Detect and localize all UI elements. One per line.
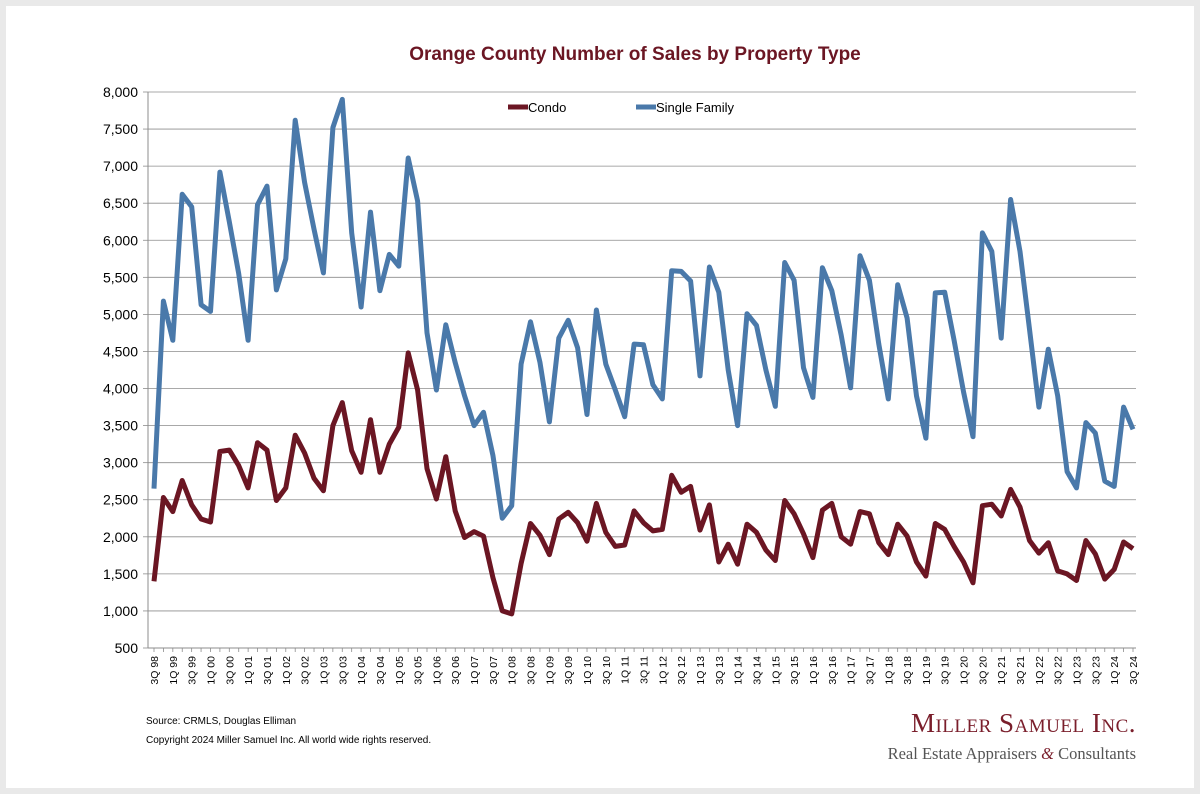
y-tick-label: 4,500 [103,343,138,359]
y-tick-label: 2,500 [103,492,138,508]
x-tick-label: 1Q 22 [1034,656,1046,685]
x-tick-label: 3Q 09 [563,656,575,685]
x-tick-label: 3Q 03 [337,656,349,685]
x-tick-label: 3Q 18 [902,656,914,685]
legend: Condo Single Family [508,100,735,115]
x-tick-label: 1Q 02 [281,656,293,685]
x-tick-label: 1Q 08 [507,656,519,685]
x-tick-label: 3Q 10 [601,656,613,685]
x-tick-label: 1Q 10 [582,656,594,685]
x-tick-label: 1Q 24 [1109,656,1121,685]
x-tick-label: 1Q 16 [808,656,820,685]
x-tick-label: 1Q 04 [356,656,368,685]
x-tick-label: 3Q 21 [1015,656,1027,685]
x-tick-label: 1Q 21 [996,656,1008,685]
x-tick-label: 3Q 16 [827,656,839,685]
copyright-note: Copyright 2024 Miller Samuel Inc. All wo… [146,735,432,746]
y-tick-label: 500 [115,640,139,656]
y-tick-label: 7,500 [103,121,138,137]
x-tick-label: 1Q 12 [657,656,669,685]
x-tick-label: 3Q 22 [1053,656,1065,685]
source-note: Source: CRMLS, Douglas Elliman [146,716,297,727]
x-tick-label: 1Q 23 [1072,656,1084,685]
x-tick-label: 1Q 14 [733,656,745,685]
x-tick-label: 3Q 98 [149,656,161,685]
x-tick-label: 1Q 99 [168,656,180,685]
x-tick-label: 3Q 00 [224,656,236,685]
company-logo-name: Miller Samuel Inc. [910,708,1136,738]
x-tick-label: 1Q 11 [620,656,632,684]
y-tick-label: 6,000 [103,232,138,248]
x-tick-label: 3Q 23 [1090,656,1102,685]
y-tick-label: 5,500 [103,269,138,285]
series-line-condo [151,350,1135,617]
legend-label-single-family: Single Family [656,100,735,115]
y-tick-label: 7,000 [103,158,138,174]
y-tick-label: 6,500 [103,195,138,211]
x-tick-label: 3Q 19 [940,656,952,685]
x-tick-label: 1Q 07 [469,656,481,685]
tagline-part: Consultants [1053,744,1136,763]
x-tick-label: 1Q 19 [921,656,933,685]
x-axis: 3Q 98 1Q 99 3Q 99 1Q 00 3Q 00 1Q 01 3Q 01 1Q 02… [148,647,1140,685]
x-tick-label: 3Q 15 [789,656,801,685]
x-tick-label: 3Q 11 [639,656,651,684]
series-line-single-family [151,96,1136,521]
x-tick-label: 3Q 05 [413,656,425,685]
y-tick-label: 8,000 [103,84,138,100]
tagline-ampersand: & [1041,744,1054,763]
y-tick-label: 3,000 [103,455,138,471]
chart-title: Orange County Number of Sales by Propert… [409,44,861,65]
x-tick-label: 3Q 02 [300,656,312,685]
x-tick-label: 1Q 03 [318,656,330,685]
y-tick-label: 1,500 [103,566,138,582]
x-tick-label: 1Q 20 [959,656,971,685]
y-tick-label: 3,500 [103,418,138,434]
x-tick-label: 1Q 06 [431,656,443,685]
x-tick-label: 1Q 15 [770,656,782,685]
y-axis: 500 1,000 1,500 2,000 2,500 3,000 3,500 4,000 4,… [103,84,149,656]
gridlines [148,91,1136,649]
y-tick-label: 2,000 [103,529,138,545]
x-tick-label: 3Q 04 [375,656,387,685]
line-chart: 500 1,000 1,500 2,000 2,500 3,000 3,500 4,000 4,… [103,84,1140,685]
x-tick-label: 3Q 07 [488,656,500,685]
x-tick-label: 1Q 00 [205,656,217,685]
company-logo-tagline: Real Estate Appraisers & Consultants [888,744,1136,764]
x-tick-label: 1Q 13 [695,656,707,685]
x-tick-label: 3Q 24 [1128,656,1140,685]
y-tick-label: 5,000 [103,306,138,322]
x-tick-label: 1Q 09 [544,656,556,685]
x-tick-label: 1Q 01 [243,656,255,685]
x-tick-label: 1Q 17 [846,656,858,685]
x-tick-label: 3Q 17 [864,656,876,685]
x-tick-label: 3Q 12 [676,656,688,685]
x-tick-label: 3Q 99 [187,656,199,685]
x-tick-label: 3Q 14 [751,656,763,685]
x-tick-label: 1Q 05 [394,656,406,685]
x-tick-label: 3Q 20 [977,656,989,685]
y-tick-label: 4,000 [103,381,138,397]
x-tick-label: 3Q 08 [526,656,538,685]
chart-card [6,6,1194,788]
tagline-part: Real Estate Appraisers [887,744,1042,763]
series-lines [151,96,1136,617]
x-tick-label: 3Q 01 [262,656,274,685]
y-tick-label: 1,000 [103,603,138,619]
x-tick-label: 3Q 13 [714,656,726,685]
legend-label-condo: Condo [528,100,566,115]
x-tick-label: 1Q 18 [883,656,895,685]
x-tick-label: 3Q 06 [450,656,462,685]
